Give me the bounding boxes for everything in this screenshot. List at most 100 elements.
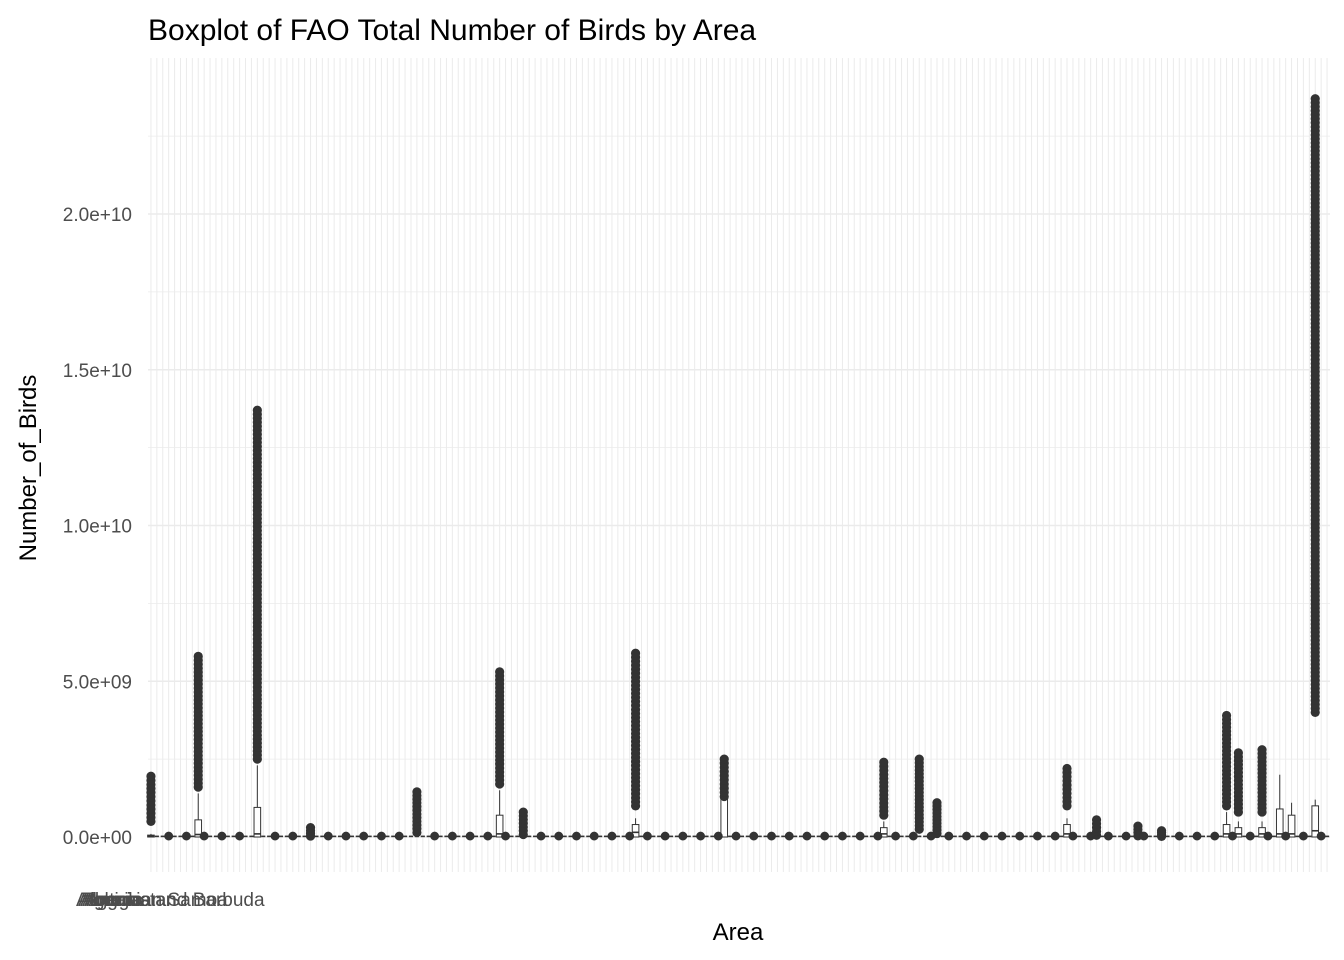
outlier-point [536,831,546,841]
outlier-point [1091,815,1102,825]
outlier-point [607,831,617,841]
outlier-point [908,831,918,841]
outlier-point [412,787,422,797]
outlier-point [767,831,776,841]
outlier-point [572,831,581,841]
box [1287,814,1296,838]
outlier-point [465,831,475,841]
outlier-point [377,831,386,841]
outlier-point [1316,831,1326,841]
outlier-point [164,831,174,841]
outlier-point [731,831,741,841]
y-axis-title: Number_of_Birds [15,375,42,562]
outlier-point [447,831,457,841]
outlier-point [483,831,493,841]
box [194,819,203,838]
outlier-point [305,823,316,833]
outlier-point [1121,831,1131,841]
outlier-point [979,831,989,841]
y-tick-label: 5.0e+09 [63,672,132,693]
outlier-point [1068,831,1078,841]
outlier-point [341,831,351,841]
outlier-point [642,831,652,841]
outlier-point [879,757,889,767]
outlier-point [997,831,1007,841]
outlier-point [288,831,298,841]
box [631,824,640,838]
x-tick-label: American Samoa [82,890,228,911]
box [1275,808,1284,838]
y-tick-label: 1.0e+10 [63,517,132,538]
outlier-point [820,831,830,841]
outlier-point [252,405,262,415]
outlier-point [784,831,794,841]
outlier-point [554,831,564,841]
outlier-point [1062,763,1072,774]
box [1258,827,1266,838]
outlier-point [1033,831,1042,841]
outlier-point [394,831,404,841]
outlier-point [1015,831,1025,841]
chart-title: Boxplot of FAO Total Number of Birds by … [148,14,756,47]
outlier-point [1156,826,1167,836]
outlier-point [193,651,203,661]
outlier-point [944,831,954,841]
outlier-point [932,798,942,808]
outlier-point [1299,831,1308,841]
outlier-point [182,831,191,841]
x-axis-title: Area [713,919,764,946]
outlier-layer [146,94,1326,841]
outlier-point [217,831,227,841]
y-tick-label: 0.0e+00 [63,828,132,849]
outlier-point [1310,94,1320,104]
outlier-point [430,831,440,841]
grid-layer [148,58,1330,872]
outlier-point [235,831,245,841]
outlier-point [1281,831,1291,841]
outlier-point [962,831,971,841]
outlier-point [802,831,812,841]
outlier-point [1233,748,1243,758]
outlier-point [1228,831,1237,841]
y-tick-label: 2.0e+10 [63,205,132,226]
box [1234,827,1243,838]
outlier-point [589,831,599,841]
y-axis-ticks: 0.0e+00 5.0e+09 1.0e+10 1.5e+10 2.0e+10 [63,205,132,849]
outlier-point [1103,831,1113,841]
outlier-point [873,831,883,841]
outlier-point [1263,831,1273,841]
outlier-point [855,831,865,841]
outlier-point [199,831,209,841]
outlier-point [1257,745,1267,755]
outlier-point [1192,831,1202,841]
outlier-point [1210,831,1220,841]
box [1063,824,1071,838]
y-tick-label: 1.5e+10 [63,361,132,382]
outlier-point [518,807,528,817]
outlier-point [146,771,156,781]
outlier-point [749,831,759,841]
outlier-point [914,754,924,764]
outlier-point [1245,831,1255,841]
outlier-point [630,648,641,658]
outlier-point [625,831,635,841]
box [879,827,888,838]
outlier-point [678,831,688,841]
outlier-point [1139,831,1149,841]
box [253,806,262,838]
box [1311,805,1320,838]
outlier-point [323,831,333,841]
outlier-point [359,831,369,841]
outlier-point [1174,831,1184,841]
box [495,814,504,838]
x-tick-label: Antigua and Barbuda [86,890,265,911]
outlier-point [838,831,847,841]
outlier-point [1050,831,1060,841]
outlier-point [501,831,510,841]
x-tick-label: Afghanistan [76,890,176,911]
outlier-point [696,831,705,841]
outlier-point [660,831,670,841]
outlier-point [495,667,505,677]
